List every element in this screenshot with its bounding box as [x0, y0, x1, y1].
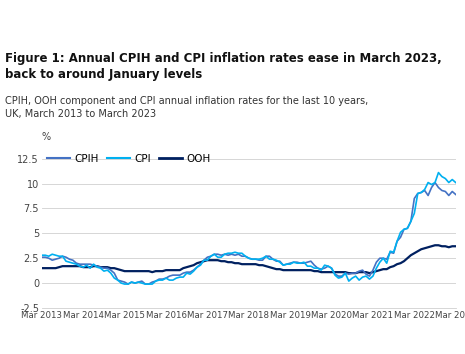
Text: CPIH, OOH component and CPI annual inflation rates for the last 10 years,: CPIH, OOH component and CPI annual infla… [5, 96, 368, 106]
Text: UK, March 2013 to March 2023: UK, March 2013 to March 2023 [5, 109, 156, 119]
Legend: CPIH, CPI, OOH: CPIH, CPI, OOH [47, 154, 210, 164]
Text: Figure 1: Annual CPIH and CPI inflation rates ease in March 2023,: Figure 1: Annual CPIH and CPI inflation … [5, 52, 441, 65]
Text: back to around January levels: back to around January levels [5, 68, 202, 81]
Text: %: % [42, 132, 51, 142]
